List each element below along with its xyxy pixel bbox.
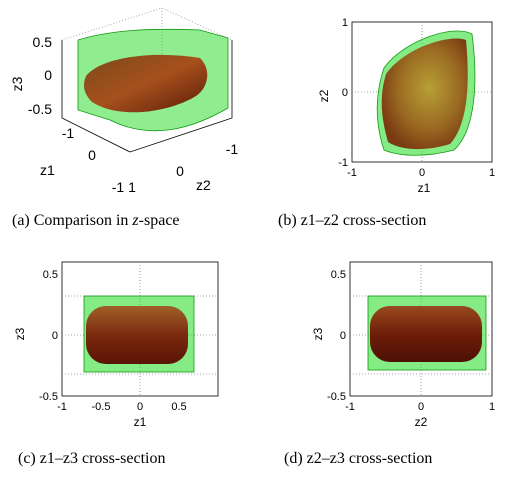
panel-b-plot: 1 0 -1 -1 0 1 z1 z2 (317, 17, 495, 195)
y-axis-label: z2 (196, 177, 211, 193)
x-axis-label: z1 (418, 181, 431, 195)
y-tick: 1 (128, 179, 136, 195)
y-tick: 0 (342, 87, 348, 99)
x-tick: 1 (489, 167, 495, 179)
inner-region (86, 306, 188, 364)
caption-b: (b) z1–z2 cross-section (278, 212, 427, 229)
y-axis-label: z3 (13, 327, 27, 340)
box-top-edges (61, 7, 233, 41)
caption-d: (d) z2–z3 cross-section (284, 450, 433, 467)
panel-d-plot: 0.5 0 -0.5 -1 0 1 z2 z3 (311, 261, 495, 429)
box-front-edges (61, 40, 233, 153)
caption-a: (a) Comparison in z-space (12, 212, 180, 229)
z-tick: 0.5 (33, 34, 53, 50)
x-axis-label: z1 (40, 162, 55, 178)
x-tick: -0.5 (92, 401, 111, 413)
y-tick: 1 (342, 17, 348, 29)
x-tick: -1 (57, 401, 67, 413)
x-tick: -1 (347, 167, 357, 179)
x-tick: 0.5 (171, 401, 186, 413)
y-tick: 0.5 (331, 269, 346, 281)
y-tick: 0 (340, 330, 346, 342)
inner-region (370, 306, 482, 362)
panel-d: 0.5 0 -0.5 -1 0 1 z2 z3 (d) z2–z3 cross-… (264, 240, 528, 479)
x-tick: 0 (419, 167, 425, 179)
y-tick: 0 (176, 163, 184, 179)
z-tick: -0.5 (28, 101, 52, 117)
y-tick: 0 (52, 330, 58, 342)
panel-c: 0.5 0 -0.5 -1 -0.5 0 0.5 z1 z3 (c) z1–z3… (0, 240, 264, 479)
y-tick: -0.5 (327, 391, 346, 403)
x-tick: 0 (418, 401, 424, 413)
inner-region (84, 54, 208, 113)
y-tick: -1 (226, 141, 239, 157)
inner-region (381, 38, 468, 150)
panel-b: 1 0 -1 -1 0 1 z1 z2 (b) z1–z2 cross-sect… (264, 0, 528, 240)
y-tick: -1 (338, 157, 348, 169)
y-axis-label: z2 (317, 89, 331, 102)
y-tick: -0.5 (39, 391, 58, 403)
y-axis-label: z3 (311, 327, 325, 340)
y-tick: 0.5 (43, 269, 58, 281)
z-axis-label: z3 (9, 76, 25, 91)
x-axis-label: z2 (415, 415, 428, 429)
x-tick: -1 (62, 125, 75, 141)
x-tick: -1 (112, 179, 125, 195)
x-tick: 1 (489, 401, 495, 413)
caption-c: (c) z1–z3 cross-section (18, 450, 166, 467)
panel-a: 0.5 0 -0.5 z3 -1 0 -1 z1 1 0 -1 z2 (a) C… (0, 0, 264, 229)
x-tick: 0 (137, 401, 143, 413)
panel-a-plot: 0.5 0 -0.5 z3 -1 0 -1 z1 1 0 -1 z2 (9, 7, 239, 195)
z-tick: 0 (44, 67, 52, 83)
x-tick: 0 (88, 147, 96, 163)
x-axis-label: z1 (134, 415, 147, 429)
x-tick: -1 (345, 401, 355, 413)
panel-c-plot: 0.5 0 -0.5 -1 -0.5 0 0.5 z1 z3 (13, 261, 219, 429)
